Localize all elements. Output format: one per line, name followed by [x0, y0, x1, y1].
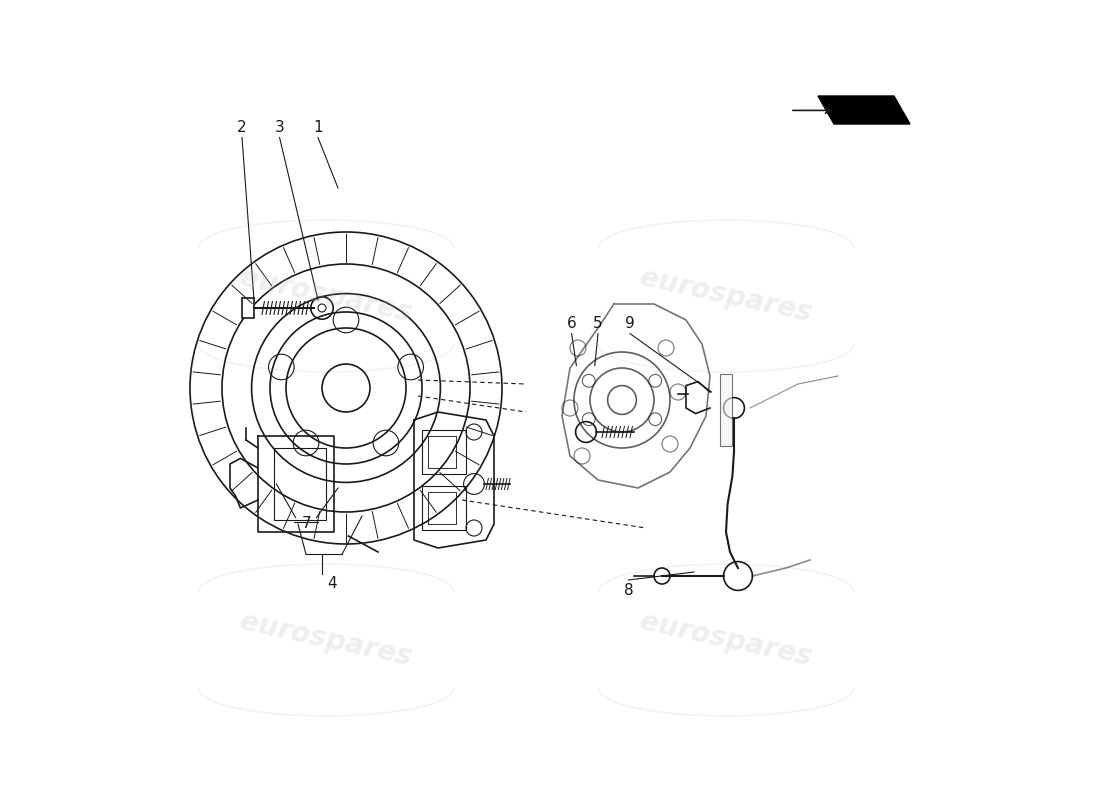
Text: 4: 4 — [328, 577, 338, 591]
Bar — [422, 430, 466, 474]
Text: 5: 5 — [593, 317, 603, 331]
Text: 9: 9 — [625, 317, 635, 331]
Text: 8: 8 — [624, 583, 634, 598]
Text: 1: 1 — [314, 121, 322, 135]
Bar — [428, 492, 455, 524]
Bar — [422, 486, 466, 530]
Polygon shape — [818, 96, 910, 124]
Text: 3: 3 — [275, 121, 285, 135]
Bar — [242, 298, 254, 318]
Text: eurospares: eurospares — [637, 264, 815, 328]
Bar — [274, 448, 326, 520]
Text: eurospares: eurospares — [238, 608, 415, 672]
Text: 2: 2 — [238, 121, 246, 135]
Text: 7: 7 — [302, 517, 311, 531]
Bar — [719, 374, 732, 446]
Text: 6: 6 — [566, 317, 576, 331]
Bar — [428, 436, 455, 468]
Text: eurospares: eurospares — [637, 608, 815, 672]
Text: eurospares: eurospares — [238, 264, 415, 328]
